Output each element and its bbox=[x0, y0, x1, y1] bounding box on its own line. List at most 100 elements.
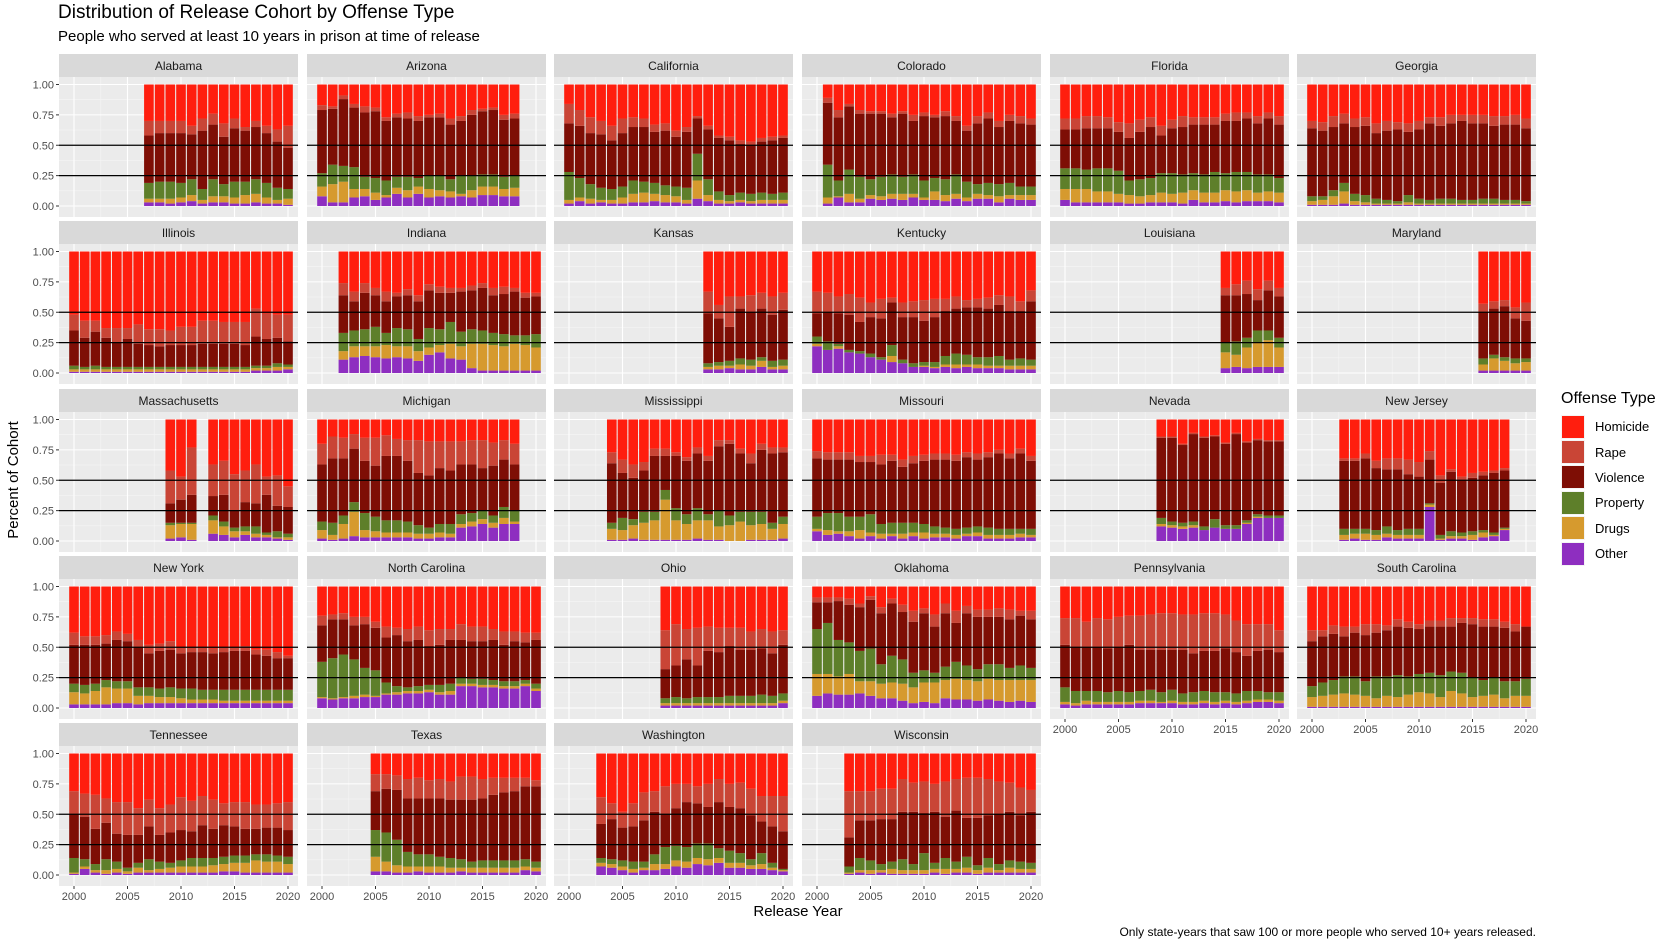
bar-violence-2014 bbox=[961, 307, 972, 355]
bar-homicide-2018 bbox=[1252, 84, 1263, 117]
bar-drugs-2009 bbox=[165, 525, 176, 539]
bar-drugs-2005 bbox=[122, 871, 133, 874]
bar-other-2020 bbox=[1521, 204, 1531, 206]
bar-drugs-2016 bbox=[1478, 532, 1489, 538]
bar-property-2020 bbox=[1026, 862, 1036, 869]
bar-property-2010 bbox=[919, 670, 929, 683]
bar-homicide-2009 bbox=[1156, 586, 1167, 614]
bar-property-2016 bbox=[1231, 171, 1242, 192]
bar-other-2019 bbox=[520, 686, 531, 708]
bar-homicide-2013 bbox=[208, 419, 218, 465]
bar-violence-2011 bbox=[1177, 445, 1188, 523]
bar-homicide-2017 bbox=[499, 586, 509, 632]
bar-rape-2016 bbox=[488, 629, 499, 640]
bar-homicide-2010 bbox=[919, 586, 929, 609]
bar-other-2006 bbox=[133, 872, 144, 875]
facet-strip bbox=[307, 54, 546, 77]
bar-homicide-2010 bbox=[919, 84, 929, 113]
bar-drugs-2020 bbox=[283, 700, 293, 704]
bar-violence-2002 bbox=[585, 133, 596, 185]
bar-drugs-2001 bbox=[1317, 695, 1328, 707]
bar-rape-2009 bbox=[165, 641, 176, 650]
bar-drugs-2007 bbox=[887, 682, 897, 699]
bar-drugs-2007 bbox=[144, 695, 154, 704]
bar-drugs-2014 bbox=[961, 680, 972, 700]
bar-property-2009 bbox=[1403, 676, 1414, 695]
bar-rape-2007 bbox=[639, 792, 649, 821]
bar-homicide-2001 bbox=[822, 84, 833, 98]
bar-violence-2008 bbox=[154, 834, 165, 862]
bar-violence-2017 bbox=[746, 815, 756, 860]
bar-homicide-2016 bbox=[488, 586, 499, 630]
bar-homicide-2007 bbox=[887, 84, 897, 114]
bar-homicide-2012 bbox=[1188, 419, 1199, 433]
bar-property-2000 bbox=[69, 683, 79, 693]
bar-homicide-2009 bbox=[660, 419, 671, 449]
bar-rape-2017 bbox=[1489, 619, 1499, 627]
bar-rape-2005 bbox=[617, 811, 628, 828]
bar-homicide-2007 bbox=[144, 586, 154, 645]
bar-property-2014 bbox=[466, 175, 477, 191]
bar-other-2013 bbox=[456, 527, 466, 541]
bar-violence-2004 bbox=[854, 321, 865, 352]
bar-violence-2017 bbox=[251, 503, 261, 527]
bar-violence-2002 bbox=[90, 331, 101, 366]
bar-other-2011 bbox=[681, 705, 692, 708]
bar-other-2017 bbox=[251, 703, 261, 708]
bar-rape-2009 bbox=[165, 804, 176, 833]
bar-property-2013 bbox=[951, 661, 961, 679]
bar-homicide-2017 bbox=[251, 419, 261, 465]
bar-violence-2013 bbox=[703, 806, 713, 844]
bar-rape-2011 bbox=[929, 453, 940, 460]
bar-violence-2001 bbox=[1070, 129, 1081, 169]
bar-homicide-2007 bbox=[1382, 419, 1392, 459]
bar-homicide-2006 bbox=[628, 753, 639, 804]
bar-drugs-2018 bbox=[1252, 192, 1263, 202]
bar-rape-2015 bbox=[724, 783, 735, 807]
bar-drugs-2005 bbox=[122, 688, 133, 704]
bar-homicide-2015 bbox=[477, 753, 488, 780]
bar-violence-2016 bbox=[735, 649, 746, 696]
bar-violence-2008 bbox=[154, 346, 165, 367]
bar-rape-2017 bbox=[251, 464, 261, 504]
bar-violence-2007 bbox=[639, 470, 649, 512]
bar-drugs-2004 bbox=[854, 870, 865, 873]
bar-rape-2018 bbox=[509, 113, 520, 119]
bar-rape-2017 bbox=[1489, 301, 1499, 309]
bar-rape-2010 bbox=[919, 112, 929, 117]
bar-rape-2020 bbox=[1026, 455, 1036, 461]
bar-homicide-2002 bbox=[338, 586, 349, 614]
bar-other-2010 bbox=[671, 539, 681, 541]
bar-property-2017 bbox=[746, 695, 756, 704]
bar-homicide-2017 bbox=[1242, 419, 1252, 442]
bar-property-2012 bbox=[1188, 521, 1199, 526]
bar-other-2003 bbox=[844, 352, 854, 373]
bar-homicide-2019 bbox=[1510, 586, 1521, 625]
bar-property-2006 bbox=[876, 523, 887, 534]
x-axis-title: Release Year bbox=[753, 903, 842, 920]
bar-violence-2020 bbox=[778, 137, 788, 193]
bar-drugs-2010 bbox=[919, 365, 929, 367]
bar-drugs-2017 bbox=[746, 525, 756, 540]
legend-label: Violence bbox=[1595, 469, 1645, 485]
bar-violence-2020 bbox=[1026, 124, 1036, 187]
bar-rape-2011 bbox=[681, 457, 692, 461]
bar-homicide-2002 bbox=[585, 84, 596, 118]
bar-drugs-2017 bbox=[994, 365, 1004, 369]
bar-other-2010 bbox=[1167, 202, 1177, 206]
bar-rape-2017 bbox=[1242, 624, 1252, 656]
bar-violence-2013 bbox=[951, 308, 961, 354]
bar-violence-2008 bbox=[897, 317, 908, 360]
bar-homicide-2014 bbox=[961, 586, 972, 606]
bar-homicide-2008 bbox=[154, 753, 165, 809]
bar-drugs-2011 bbox=[1177, 701, 1188, 705]
bar-drugs-2012 bbox=[197, 369, 208, 372]
bar-rape-2012 bbox=[940, 603, 951, 614]
bar-property-2017 bbox=[499, 506, 509, 518]
bar-other-2007 bbox=[887, 873, 897, 875]
bar-homicide-2018 bbox=[509, 753, 520, 778]
bar-property-2000 bbox=[69, 857, 79, 873]
bar-rape-2004 bbox=[854, 791, 865, 821]
bar-other-2017 bbox=[499, 523, 509, 541]
